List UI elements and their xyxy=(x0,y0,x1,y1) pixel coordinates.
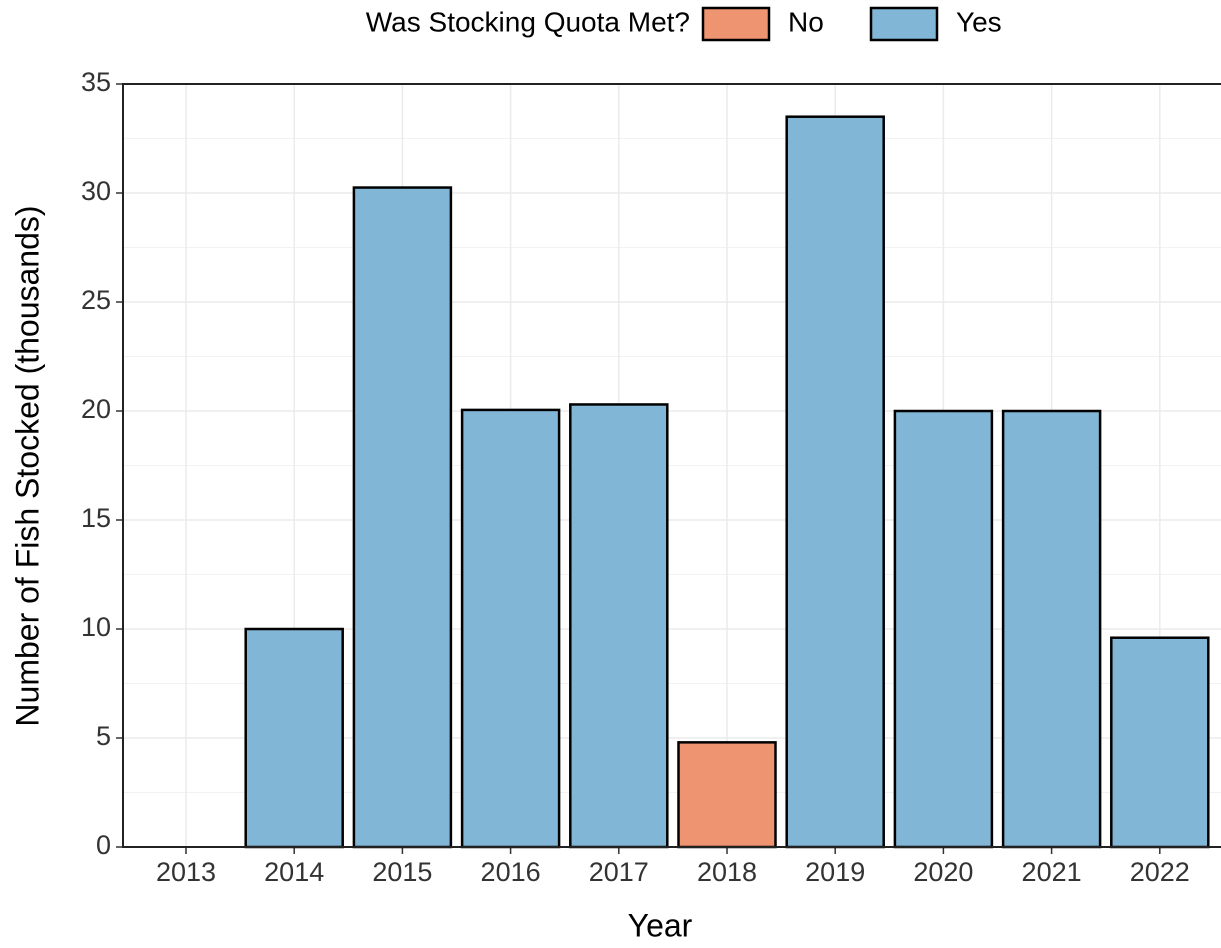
x-tick-label: 2018 xyxy=(697,857,757,887)
y-tick-label: 25 xyxy=(81,285,111,315)
y-tick-label: 10 xyxy=(81,612,111,642)
bar xyxy=(244,627,344,849)
y-tick-label: 0 xyxy=(96,830,111,860)
bar xyxy=(352,186,453,849)
y-axis-title: Number of Fish Stocked (thousands) xyxy=(9,205,45,726)
x-tick-label: 2022 xyxy=(1130,857,1190,887)
y-tick-label: 20 xyxy=(81,394,111,424)
legend-key xyxy=(701,6,771,42)
bar xyxy=(1001,409,1102,849)
x-tick-label: 2013 xyxy=(156,857,216,887)
panel-border xyxy=(122,83,1221,848)
x-tick-label: 2015 xyxy=(372,857,432,887)
y-tick-label: 15 xyxy=(81,503,111,533)
x-tick-label: 2014 xyxy=(264,857,324,887)
bar xyxy=(785,115,885,849)
x-tick-label: 2020 xyxy=(913,857,973,887)
x-tick-label: 2016 xyxy=(481,857,541,887)
x-tick-label: 2017 xyxy=(589,857,649,887)
y-tick-label: 30 xyxy=(81,176,111,206)
legend-title: Was Stocking Quota Met? xyxy=(366,6,690,37)
bar xyxy=(569,403,669,849)
legend-label: Yes xyxy=(956,6,1002,37)
x-tick-label: 2019 xyxy=(805,857,865,887)
x-tick-label: 2021 xyxy=(1022,857,1082,887)
x-axis-title: Year xyxy=(628,907,693,943)
legend-label: No xyxy=(788,6,824,37)
y-tick-label: 5 xyxy=(96,721,111,751)
y-tick-label: 35 xyxy=(81,67,111,97)
bar xyxy=(893,409,994,849)
bar xyxy=(460,408,561,849)
legend-key xyxy=(869,6,939,42)
bar xyxy=(677,741,777,849)
bar xyxy=(1110,636,1210,849)
